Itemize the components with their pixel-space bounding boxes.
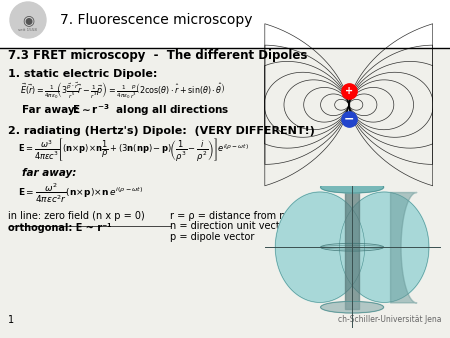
Text: 7.3 FRET microscopy  -  The different Dipoles: 7.3 FRET microscopy - The different Dipo… (8, 49, 307, 63)
Ellipse shape (320, 182, 384, 193)
Text: 7. Fluorescence microscopy: 7. Fluorescence microscopy (60, 13, 252, 27)
Text: p = dipole vector: p = dipole vector (170, 232, 254, 242)
Text: 2. radiating (Hertz's) Dipole:  (VERY DIFFERENT!): 2. radiating (Hertz's) Dipole: (VERY DIF… (8, 126, 315, 136)
Text: −: − (343, 112, 354, 125)
Text: r = ρ = distance from middle to position: r = ρ = distance from middle to position (170, 211, 367, 221)
Text: far away:: far away: (22, 168, 76, 178)
Text: $\vec{E}(\vec{r}) = \frac{1}{4\pi\epsilon_0}\!\left(3\frac{\vec{p}\cdot\vec{r}}{: $\vec{E}(\vec{r}) = \frac{1}{4\pi\epsilo… (20, 81, 225, 101)
Text: +: + (345, 86, 353, 96)
Polygon shape (275, 192, 364, 303)
Text: seit 1558: seit 1558 (18, 28, 37, 32)
Text: $\mathbf{E} = \dfrac{\omega^3}{4\pi\epsilon c^3}\!\left[(\mathbf{n}\!\times\!\ma: $\mathbf{E} = \dfrac{\omega^3}{4\pi\epsi… (18, 138, 249, 165)
Text: in line: zero field (n x p = 0): in line: zero field (n x p = 0) (8, 211, 145, 221)
Text: 1. static electric Dipole:: 1. static electric Dipole: (8, 69, 157, 79)
Polygon shape (340, 192, 429, 303)
Text: ch-Schiller-Universität Jena: ch-Schiller-Universität Jena (338, 315, 442, 324)
Text: $\mathbf{E \sim r^{-3}}$  along all directions: $\mathbf{E \sim r^{-3}}$ along all direc… (72, 102, 230, 118)
Text: $\mathbf{E} = \dfrac{\omega^2}{4\pi\epsilon c^2 r}(\mathbf{n}\!\times\!\mathbf{p: $\mathbf{E} = \dfrac{\omega^2}{4\pi\epsi… (18, 181, 143, 205)
Text: 1: 1 (8, 315, 14, 325)
Text: n = direction unit vector: n = direction unit vector (170, 221, 290, 231)
Text: Far away:: Far away: (22, 105, 90, 115)
Ellipse shape (320, 301, 384, 313)
Text: ◉: ◉ (22, 13, 34, 27)
Text: orthogonal: E ~ r⁻¹: orthogonal: E ~ r⁻¹ (8, 223, 112, 233)
Circle shape (10, 2, 46, 38)
